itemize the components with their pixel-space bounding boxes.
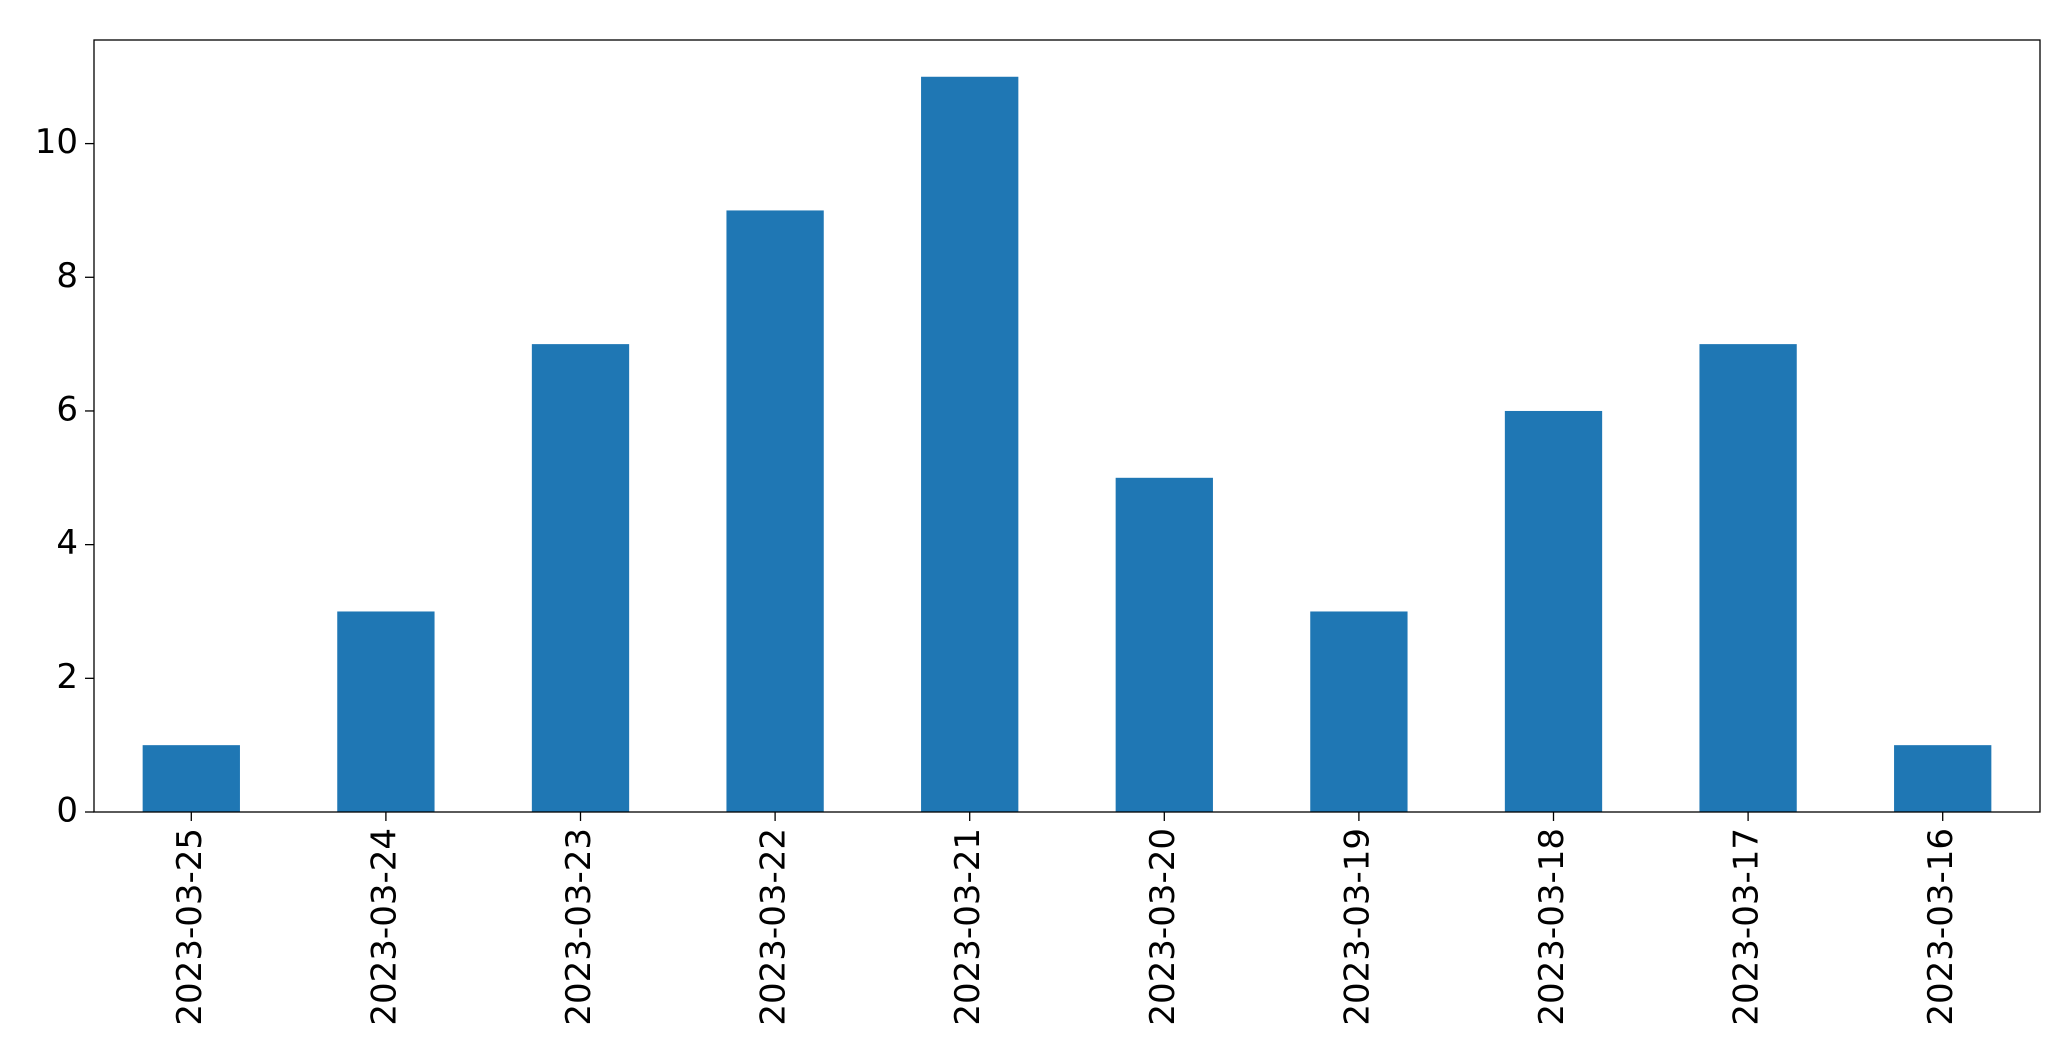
bar xyxy=(921,76,1019,812)
x-tick-label: 2023-03-24 xyxy=(364,828,404,1026)
bar xyxy=(1894,745,1992,812)
x-tick-label: 2023-03-20 xyxy=(1143,828,1183,1026)
y-tick-label: 4 xyxy=(56,523,78,563)
x-tick-label: 2023-03-18 xyxy=(1532,828,1572,1026)
x-tick-label: 2023-03-19 xyxy=(1337,828,1377,1026)
y-tick-label: 10 xyxy=(35,122,78,162)
bar xyxy=(337,611,435,812)
x-tick-label: 2023-03-23 xyxy=(559,828,599,1026)
bar xyxy=(726,210,824,813)
y-tick-label: 0 xyxy=(56,791,78,831)
plot-frame xyxy=(93,39,2041,813)
y-tick-label: 2 xyxy=(56,657,78,697)
bar xyxy=(1115,477,1213,812)
x-tick-label: 2023-03-25 xyxy=(170,828,210,1026)
bar xyxy=(1310,611,1408,812)
y-tick-label: 8 xyxy=(56,256,78,296)
x-tick-label: 2023-03-21 xyxy=(948,828,988,1026)
bar xyxy=(1504,410,1603,812)
x-tick-label: 2023-03-16 xyxy=(1921,828,1961,1026)
bar xyxy=(531,344,630,812)
bar xyxy=(1699,344,1797,812)
y-tick-label: 6 xyxy=(56,389,78,429)
x-tick-label: 2023-03-17 xyxy=(1727,828,1767,1026)
bar xyxy=(142,745,240,812)
x-tick-label: 2023-03-22 xyxy=(754,828,794,1026)
